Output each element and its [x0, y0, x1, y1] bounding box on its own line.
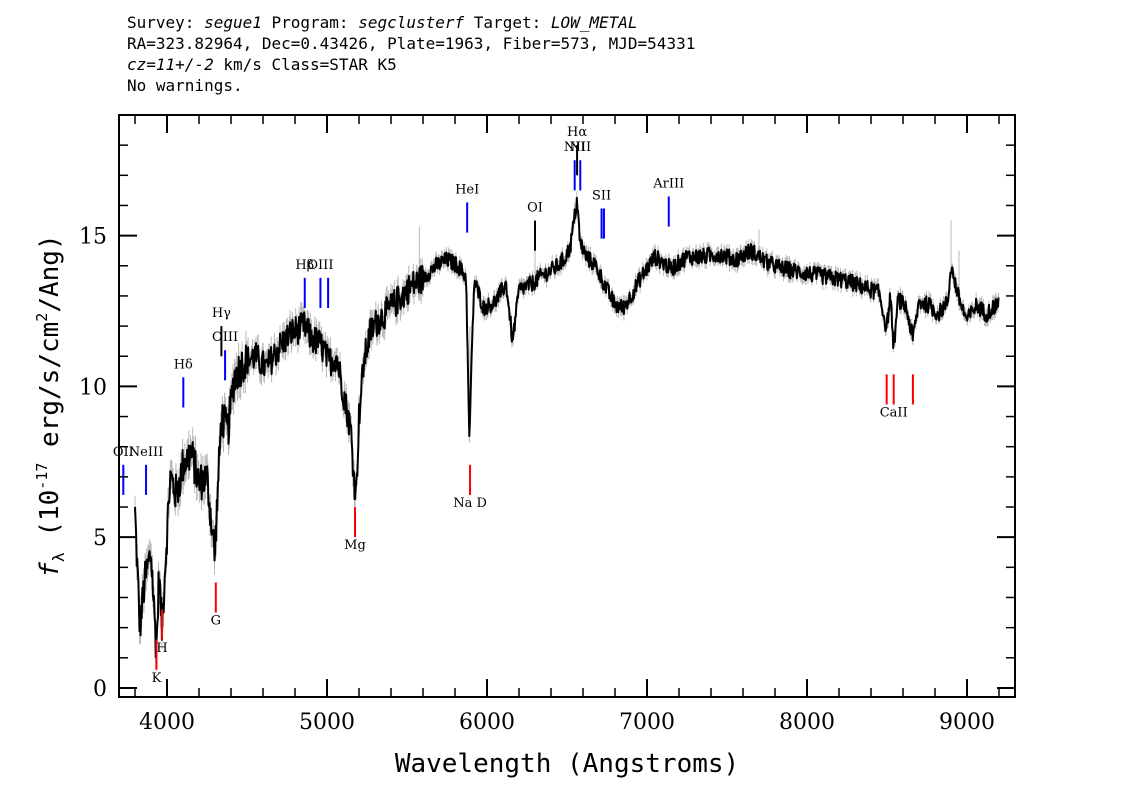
header-line-1: Survey: segue1 Program: segclusterf Targ… — [127, 12, 695, 33]
line-label-11: Hα — [567, 125, 587, 140]
line-label-22: CaII — [880, 406, 908, 421]
axis-ticks: 4000 5000 6000 7000 8000 9000 0 5 10 15 — [79, 115, 1015, 735]
class-value: km/s Class=STAR K5 — [213, 55, 397, 74]
spectral-line-markers: OIINeIIIHδHγOIIIHβOIIIHeIOINIIHαNIISIIAr… — [113, 125, 914, 686]
line-label-19: Mg — [344, 538, 366, 553]
header-line-3: cz=11+/-2 km/s Class=STAR K5 — [127, 54, 695, 75]
line-label-10: NII — [564, 140, 586, 155]
y-tick-label: 10 — [79, 375, 107, 400]
line-label-20: Na D — [453, 496, 487, 511]
line-label-1: NeIII — [129, 445, 163, 460]
line-label-6: OIII — [307, 258, 333, 273]
line-label-2: Hδ — [174, 357, 193, 372]
survey-label: Survey: — [127, 13, 205, 32]
x-tick-label: 7000 — [619, 710, 675, 735]
x-tick-label: 5000 — [299, 710, 355, 735]
x-tick-label: 9000 — [939, 710, 995, 735]
spectrum-line — [134, 196, 1000, 659]
program-value: segclusterf — [358, 13, 465, 32]
program-label: Program: — [261, 13, 359, 32]
line-label-8: HeI — [455, 182, 479, 197]
x-tick-label: 6000 — [459, 710, 515, 735]
redshift-value: cz=11+/-2 — [127, 55, 214, 74]
y-tick-label: 5 — [93, 526, 107, 551]
y-tick-label: 15 — [79, 225, 107, 250]
line-label-15: ArIII — [652, 176, 684, 191]
line-label-18: G — [211, 614, 221, 629]
x-axis-label: Wavelength (Angstroms) — [395, 749, 739, 779]
line-label-5: Hβ — [295, 258, 314, 273]
error-band — [134, 191, 999, 667]
header-line-4: No warnings. — [127, 76, 243, 95]
line-label-13: SII — [592, 188, 611, 203]
target-label: Target: — [464, 13, 551, 32]
y-axis-label: fλ (10-17 erg/s/cm2/Ang) — [33, 234, 68, 577]
error-band-path — [134, 191, 999, 667]
spectrum-series — [134, 196, 1000, 659]
x-tick-label: 8000 — [779, 710, 835, 735]
line-label-17: H — [156, 641, 167, 656]
survey-value: segue1 — [204, 13, 262, 32]
x-tick-label: 4000 — [139, 710, 195, 735]
line-label-12: NII — [569, 140, 591, 155]
plot-frame — [118, 114, 1016, 698]
spectrum-header: Survey: segue1 Program: segclusterf Targ… — [127, 12, 695, 96]
target-value: LOW_METAL — [550, 13, 638, 32]
line-label-9: OI — [527, 200, 543, 215]
header-line-2: RA=323.82964, Dec=0.43426, Plate=1963, F… — [127, 34, 696, 53]
line-label-4: OIII — [212, 330, 238, 345]
y-tick-label: 0 — [93, 677, 107, 702]
line-label-3: Hγ — [212, 306, 231, 321]
line-label-16: K — [152, 671, 162, 686]
